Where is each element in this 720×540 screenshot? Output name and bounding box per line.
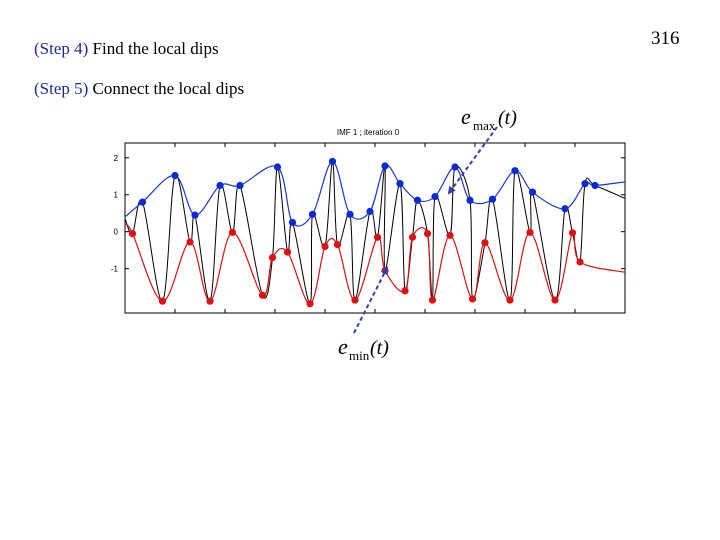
min-point xyxy=(158,297,167,305)
chart-title: IMF 1 ; iteration 0 xyxy=(337,128,400,137)
min-point xyxy=(568,229,577,237)
max-point xyxy=(431,192,439,201)
min-point xyxy=(333,241,342,249)
max-point xyxy=(346,210,354,218)
min-point xyxy=(526,228,534,237)
upper-envelope-line xyxy=(124,160,626,227)
step-4-text: Find the local dips xyxy=(92,39,219,58)
step-4-tag: (Step 4) xyxy=(34,39,89,58)
max-point xyxy=(466,196,474,204)
lower-envelope-line xyxy=(124,223,626,305)
y-tick-label: 1 xyxy=(114,191,119,200)
max-point xyxy=(171,171,179,180)
emin-label-subscript: min xyxy=(349,348,370,363)
min-point xyxy=(576,258,584,266)
emin-label-argument: (t) xyxy=(370,337,389,359)
max-point xyxy=(366,207,374,215)
max-point xyxy=(328,157,337,166)
emax-label-symbol: e xyxy=(461,104,471,129)
y-tick-label: -1 xyxy=(111,265,119,274)
minima-markers xyxy=(128,228,584,308)
emax-label-subscript: max xyxy=(473,118,496,133)
step-5-text: Connect the local dips xyxy=(92,79,245,98)
min-point xyxy=(351,296,359,304)
max-point xyxy=(138,198,147,206)
y-tick-labels: 2 1 0 -1 xyxy=(111,154,119,274)
max-point xyxy=(191,211,199,219)
min-point xyxy=(373,233,382,241)
min-point xyxy=(481,239,489,247)
min-point xyxy=(268,253,277,262)
min-point xyxy=(206,297,214,305)
emin-label: e min (t) xyxy=(338,334,389,363)
step-4-line: (Step 4) Find the local dips xyxy=(34,39,219,59)
step-5-line: (Step 5) Connect the local dips xyxy=(34,79,244,99)
min-point xyxy=(408,233,417,241)
min-point xyxy=(446,231,454,239)
signal-line xyxy=(124,160,626,305)
max-point xyxy=(216,181,224,190)
max-point xyxy=(528,188,537,196)
min-point xyxy=(128,229,137,238)
min-point xyxy=(258,291,267,299)
emax-label-argument: (t) xyxy=(498,107,517,129)
emax-arrow xyxy=(447,126,498,195)
axis-ticks xyxy=(125,143,625,313)
max-point xyxy=(581,180,589,188)
max-point xyxy=(511,167,519,175)
max-point xyxy=(288,218,297,227)
emin-label-symbol: e xyxy=(338,334,348,359)
min-point xyxy=(468,295,477,303)
max-point xyxy=(308,210,317,218)
max-point xyxy=(488,195,497,203)
max-point xyxy=(236,181,244,190)
min-point xyxy=(186,238,194,246)
emax-label: e max (t) xyxy=(461,104,517,133)
min-point xyxy=(228,228,237,237)
max-point xyxy=(413,196,422,204)
max-point xyxy=(273,163,282,171)
max-point xyxy=(396,180,404,188)
y-tick-label: 0 xyxy=(114,228,119,237)
min-point xyxy=(321,242,329,251)
y-tick-label: 2 xyxy=(114,154,119,163)
min-point xyxy=(551,296,559,304)
step-5-tag: (Step 5) xyxy=(34,79,89,98)
max-point xyxy=(561,205,569,213)
min-point xyxy=(401,287,409,295)
min-point xyxy=(423,229,432,238)
page-number: 316 xyxy=(651,28,680,49)
max-point xyxy=(451,163,459,171)
min-point xyxy=(306,300,314,308)
max-point xyxy=(381,162,389,170)
emin-arrow xyxy=(353,266,388,334)
min-point xyxy=(283,248,292,256)
maxima-markers xyxy=(138,157,599,227)
min-point xyxy=(428,296,437,304)
min-point xyxy=(506,296,514,304)
max-point xyxy=(591,181,599,190)
min-point xyxy=(381,266,389,275)
